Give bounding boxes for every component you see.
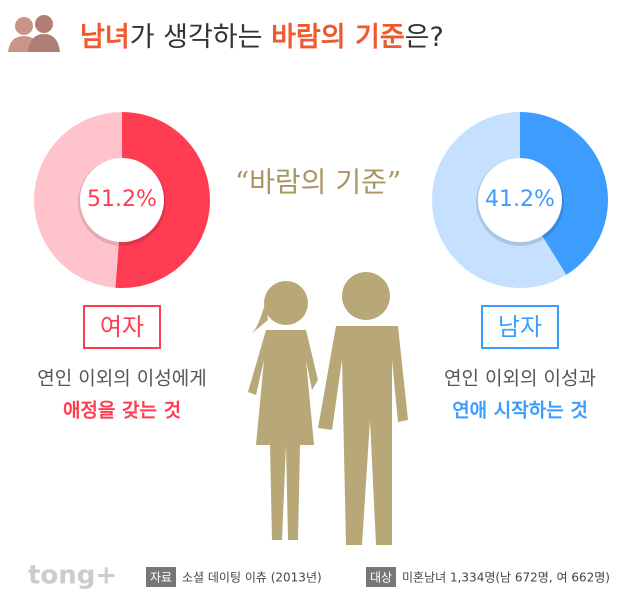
title-part: 은? [405,22,444,53]
donut-segment [34,112,122,288]
value-label: 41.2% [485,187,555,212]
chart-title: 남자 [498,313,542,341]
title-part: 바람의 기준 [271,22,405,53]
title-box [83,305,161,349]
people-icon [8,15,60,52]
target-label: 대상 [370,571,392,585]
source: 소셜 데이팅 이츄 (2013년) [182,571,322,585]
target-label-box [366,567,396,587]
chart-title: 여자 [100,313,144,341]
value-label: 51.2% [87,187,157,212]
couple-silhouette [248,272,408,545]
description: 연인 이외의 이성에게 [37,368,206,390]
description: 연애 시작하는 것 [452,400,588,422]
target: 미혼남녀 1,334명(남 672명, 여 662명) [402,571,610,585]
title: 남녀가 생각하는 바람의 기준은? [80,22,444,53]
logo: tong+ [28,561,117,591]
donut-hole [80,158,164,242]
description: 연인 이외의 이성과 [444,368,596,390]
title-part: 가 생각하는 [130,22,271,53]
description: 애정을 갖는 것 [63,400,181,422]
title-box [481,305,559,349]
quote: “바람의 기준” [235,166,401,199]
footer-background [0,556,640,610]
title-part: 남녀 [80,22,130,53]
donut-hole [478,158,562,242]
source-label-box [146,567,176,587]
source-label: 자료 [150,571,172,585]
